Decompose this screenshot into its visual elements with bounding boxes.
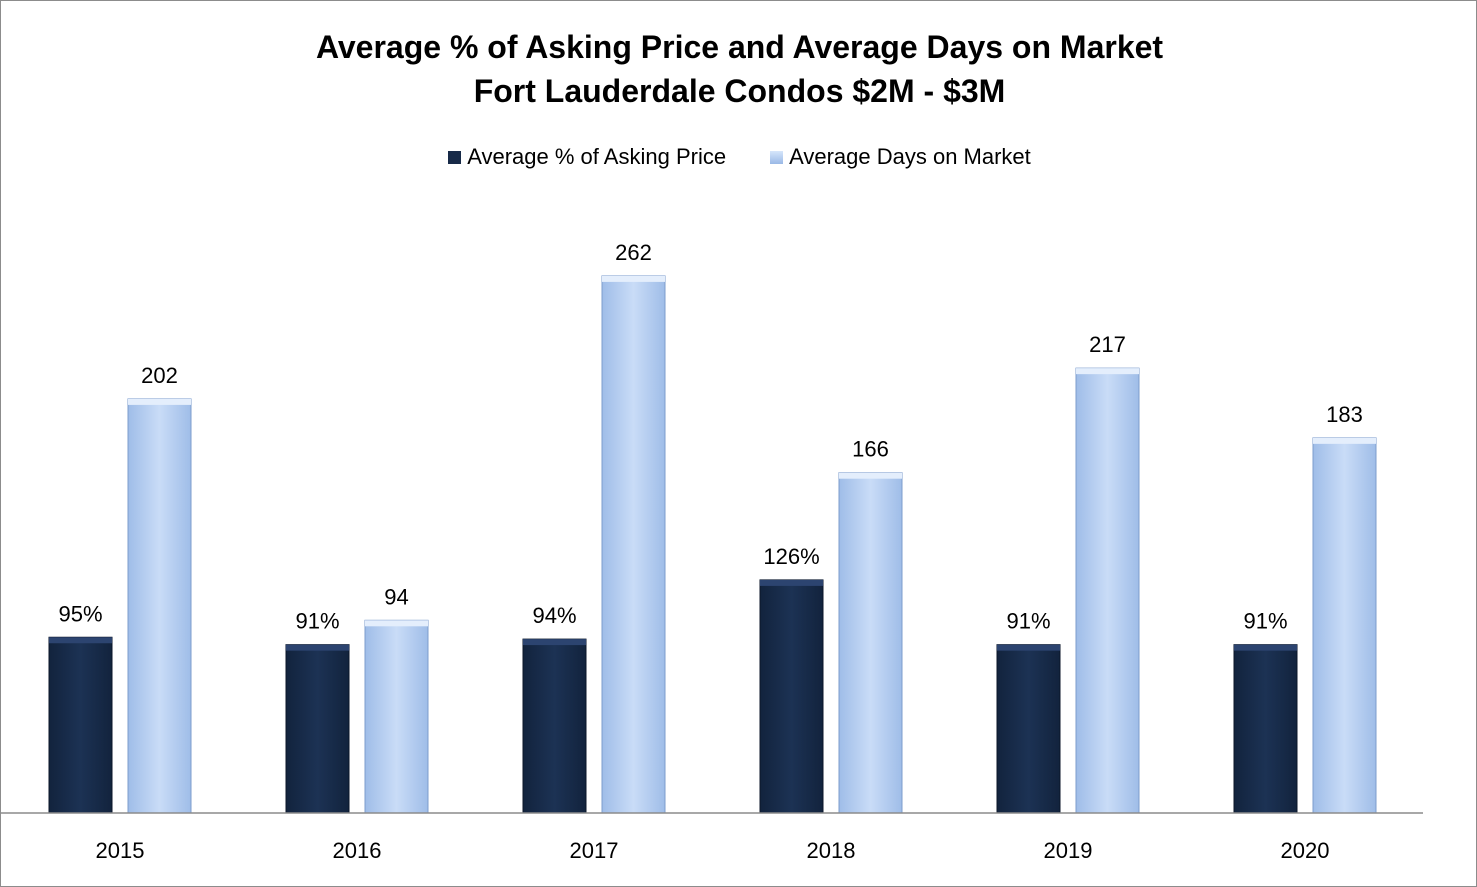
legend-item-days-on-market: Average Days on Market: [770, 144, 1031, 170]
legend-swatch-days-on-market: [770, 150, 784, 164]
data-label-days-on-market-2020: 183: [1326, 402, 1363, 427]
bar-asking-price-2020: [1233, 644, 1298, 814]
legend-swatch-asking-price: [448, 150, 462, 164]
bar-cap-asking-price-2017: [523, 639, 586, 646]
bar-cap-days-on-market-2019: [1076, 368, 1139, 375]
data-label-asking-price-2020: 91%: [1243, 609, 1287, 634]
data-label-days-on-market-2019: 217: [1089, 332, 1126, 357]
bar-cap-asking-price-2020: [1234, 644, 1297, 651]
bar-days-on-market-2018: [838, 472, 903, 814]
bar-asking-price-2017: [522, 638, 587, 814]
legend-label-days-on-market: Average Days on Market: [789, 144, 1031, 169]
bar-cap-asking-price-2018: [760, 579, 823, 586]
x-tick-label-2019: 2019: [1044, 838, 1093, 863]
x-tick-label-2018: 2018: [807, 838, 856, 863]
bar-cap-days-on-market-2020: [1313, 437, 1376, 444]
data-label-asking-price-2016: 91%: [295, 609, 339, 634]
bar-days-on-market-2015: [127, 398, 192, 814]
data-label-asking-price-2017: 94%: [532, 603, 576, 628]
data-label-asking-price-2018: 126%: [763, 544, 819, 569]
bar-cap-asking-price-2015: [49, 637, 112, 644]
legend-item-asking-price: Average % of Asking Price: [448, 144, 726, 170]
bar-asking-price-2018: [759, 579, 824, 814]
bar-cap-days-on-market-2018: [839, 472, 902, 479]
bar-cap-days-on-market-2016: [365, 620, 428, 627]
bar-asking-price-2019: [996, 644, 1061, 814]
bar-days-on-market-2019: [1075, 367, 1140, 814]
data-label-asking-price-2015: 95%: [58, 601, 102, 626]
bar-cap-asking-price-2019: [997, 644, 1060, 651]
x-tick-label-2016: 2016: [333, 838, 382, 863]
bar-asking-price-2015: [48, 636, 113, 814]
legend-label-asking-price: Average % of Asking Price: [467, 144, 727, 169]
bar-asking-price-2016: [285, 644, 350, 814]
data-label-days-on-market-2018: 166: [852, 437, 889, 462]
bar-cap-days-on-market-2015: [128, 398, 191, 405]
x-tick-label-2020: 2020: [1281, 838, 1330, 863]
chart-subtitle: Fort Lauderdale Condos $2M - $3M: [473, 73, 1006, 109]
chart-title: Average % of Asking Price and Average Da…: [315, 29, 1164, 65]
x-tick-label-2017: 2017: [570, 838, 619, 863]
bar-cap-days-on-market-2017: [602, 275, 665, 282]
bars-group: [48, 275, 1377, 814]
x-tick-label-2015: 2015: [96, 838, 145, 863]
bar-days-on-market-2017: [601, 275, 666, 814]
bar-days-on-market-2016: [364, 619, 429, 814]
bar-days-on-market-2020: [1312, 437, 1377, 814]
legend: Average % of Asking Price Average Days o…: [1, 144, 1477, 170]
data-label-asking-price-2019: 91%: [1006, 609, 1050, 634]
data-label-days-on-market-2015: 202: [141, 363, 178, 388]
x-tick-labels-group: 2015 2016 2017 2018 2019 2020: [96, 838, 1330, 863]
data-label-days-on-market-2016: 94: [384, 584, 408, 609]
data-labels-group: 95% 202 91% 94 94% 262 126% 166 91% 217 91% 183: [58, 240, 1362, 634]
bar-cap-asking-price-2016: [286, 644, 349, 651]
data-label-days-on-market-2017: 262: [615, 240, 652, 265]
